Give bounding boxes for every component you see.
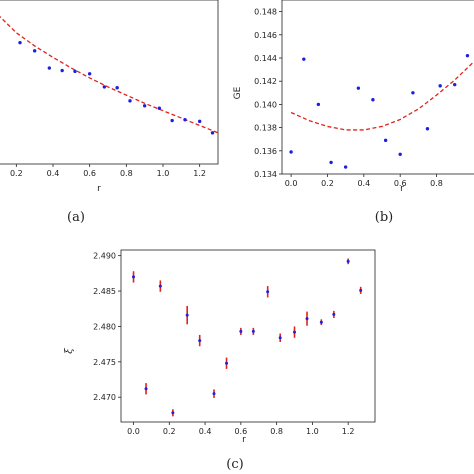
panel-b-ytick-label: 0.136 [254, 147, 277, 156]
panel-b-xtick-label: 0.4 [357, 179, 370, 188]
panel-a-data-point [18, 40, 22, 45]
panel-a-data-point [60, 68, 64, 73]
panel-c-xtick-label: 0.0 [127, 427, 140, 436]
panel-a-data-point [142, 104, 147, 108]
panel-c-xtick-label: 0.4 [199, 427, 212, 436]
panel-b-fit-curve [290, 62, 474, 131]
panel-c-data-point [346, 259, 350, 263]
panel-a-data-point [47, 66, 52, 70]
panel-b-ytick-label: 0.142 [254, 77, 277, 86]
panel-b-data-point [302, 57, 306, 61]
panel-a-fit-curve [0, 15, 219, 134]
panel-c-xtick-label: 0.2 [163, 427, 176, 436]
panel-b-data-point [371, 98, 375, 102]
panel-b-data-point [411, 91, 415, 95]
panel-b-caption: (b) [375, 210, 393, 225]
panel-b-xlabel: r [400, 184, 404, 194]
panel-b-ytick-label: 0.146 [254, 31, 277, 40]
panel-a-xtick-label: 0.6 [83, 169, 96, 178]
panel-b-ytick-label: 0.138 [254, 124, 277, 133]
panel-b-data-point [453, 82, 457, 87]
panel-c-caption: (c) [226, 457, 243, 472]
panel-b-data-point [465, 53, 470, 58]
panel-c-xtick-label: 1.0 [306, 427, 319, 436]
panel-c-ytick-label: 2.475 [93, 358, 116, 367]
panel-a-data-point [170, 118, 174, 123]
panel-a-data-point [102, 85, 107, 89]
panel-c-ytick-label: 2.485 [93, 287, 116, 296]
panel-a-xtick-label: 0.2 [10, 169, 23, 178]
panel-c-data-point [251, 329, 255, 333]
panel-a-data-point [128, 99, 132, 103]
panel-b-data-point [316, 102, 321, 107]
panel-c-data-point [198, 339, 202, 343]
panel-b-ylabel: GE [233, 86, 243, 99]
panel-b-data-point [289, 150, 293, 154]
panel-c-ytick-label: 2.490 [93, 252, 116, 261]
panel-a-data-point [183, 118, 187, 122]
panel-a-axes-frame [0, 0, 219, 165]
panel-b-data-point [425, 127, 430, 131]
panel-c-xlabel: r [242, 435, 246, 445]
panel-b-ytick-label: 0.148 [254, 8, 277, 17]
panel-b-data-point [383, 138, 388, 143]
panel-a-xtick-label: 1.2 [193, 169, 206, 178]
panel-b-data-point [329, 160, 333, 165]
panel-b-axes-frame [281, 0, 474, 175]
panel-c-data-point [171, 411, 175, 415]
panel-b-data-point [343, 165, 348, 169]
panel-c-data-point [132, 275, 136, 279]
panel-c-axes-frame [120, 249, 376, 423]
panel-c-data-point [359, 288, 363, 292]
panel-a-data-point [115, 86, 119, 90]
panel-c-data-point [212, 392, 216, 396]
panel-b-xtick-label: 0.8 [430, 179, 443, 188]
panel-a-xtick-label: 1.0 [157, 169, 170, 178]
panel-c-xtick-label: 0.8 [270, 427, 283, 436]
panel-c-data-point [332, 312, 336, 316]
panel-b-ytick-label: 0.140 [254, 100, 277, 109]
panel-a-data-point [73, 69, 77, 74]
panel-c-data-point [278, 336, 282, 340]
panel-c-ytick-label: 2.480 [93, 322, 116, 331]
panel-c-data-point [319, 320, 323, 324]
panel-a-data-point [87, 72, 92, 76]
panel-c-xtick-label: 1.2 [342, 427, 355, 436]
panel-b-chart: 0.0 0.2 0.4 0.6 0.8 0.134 0.136 0.138 0.140 0.14… [233, 0, 474, 225]
panel-a-data-point [197, 119, 202, 124]
panel-b-data-point [438, 84, 442, 88]
panel-b-xtick-label: 0.0 [285, 179, 298, 188]
panel-c-data-point [293, 330, 297, 334]
panel-a-xtick-label: 0.8 [120, 169, 133, 178]
panel-a-chart: 0.2 0.4 0.6 0.8 1.0 1.2 r (a) [0, 0, 219, 225]
panel-b-data-point [398, 152, 402, 156]
panel-a-data-point [32, 49, 37, 53]
panel-b-xtick-label: 0.2 [321, 179, 334, 188]
panel-c-data-point [185, 313, 189, 317]
panel-a-xtick-label: 0.4 [47, 169, 60, 178]
panel-a-data-point [210, 131, 215, 135]
panel-b-ytick-label: 0.134 [254, 170, 277, 179]
panel-b-xtick-label: 0.6 [394, 179, 407, 188]
panel-c-data-point [266, 290, 270, 294]
panel-c-chart: 0.0 0.2 0.4 0.6 0.8 1.0 1.2 2.470 2.475 2.480 2.4… [64, 249, 376, 472]
panel-b-ytick-label: 0.144 [254, 54, 277, 63]
panel-c-data-point [225, 361, 229, 365]
panel-c-ytick-label: 2.470 [93, 393, 116, 402]
panel-a-caption: (a) [67, 210, 85, 225]
panel-c-ylabel: ξ [64, 348, 75, 354]
panel-b-data-point [356, 86, 361, 90]
panel-a-data-point [157, 106, 162, 110]
panel-c-data-point [144, 387, 148, 391]
panel-c-data-point [158, 284, 162, 288]
panel-c-xtick-label: 0.6 [234, 427, 247, 436]
panel-c-data-point [239, 329, 243, 333]
panel-a-xlabel: r [97, 184, 101, 194]
panel-c-data-point [305, 317, 309, 321]
